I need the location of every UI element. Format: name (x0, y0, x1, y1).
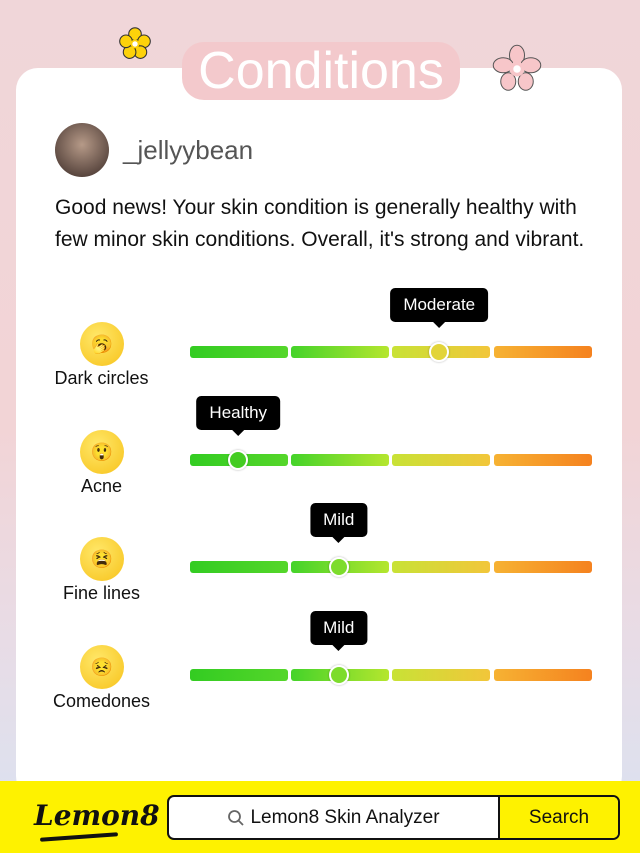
level-segment (494, 454, 592, 466)
condition-row: 😲 Acne Healthy (0, 396, 640, 520)
level-segment (494, 346, 592, 358)
level-segment (190, 561, 288, 573)
search-box[interactable]: Lemon8 Skin Analyzer Search (167, 795, 620, 840)
condition-emoji-icon: 😫 (80, 537, 124, 581)
condition-row: 😫 Fine lines Mild (0, 503, 640, 627)
footer-bar: Lemon8 Lemon8 Skin Analyzer Search (0, 781, 640, 853)
condition-emoji-icon: 🥱 (80, 322, 124, 366)
lemon8-logo: Lemon8 (34, 799, 160, 832)
slider-knob (328, 557, 349, 577)
search-text: Lemon8 Skin Analyzer (250, 806, 440, 828)
level-segment (392, 561, 490, 573)
level-segment (190, 669, 288, 681)
condition-row: 😣 Comedones Mild (0, 611, 640, 735)
status-tooltip: Healthy (196, 396, 281, 436)
level-segment (291, 454, 389, 466)
search-icon (228, 809, 245, 826)
level-segment (494, 669, 592, 681)
slider-knob (328, 665, 349, 685)
yellow-flower-icon (119, 27, 151, 59)
level-segment (494, 561, 592, 573)
search-input[interactable]: Lemon8 Skin Analyzer (169, 797, 500, 838)
condition-slider: Moderate (190, 288, 592, 362)
level-segment (291, 346, 389, 358)
condition-emoji-icon: 😣 (80, 645, 124, 689)
condition-label: Comedones (52, 691, 151, 711)
status-tooltip: Mild (310, 611, 368, 651)
summary-text: Good news! Your skin condition is genera… (55, 196, 585, 251)
pink-flower-icon (492, 44, 542, 91)
level-segment (392, 669, 490, 681)
status-tooltip: Mild (310, 503, 368, 543)
level-segment (190, 346, 288, 358)
level-segment (392, 454, 490, 466)
condition-label: Acne (80, 476, 123, 496)
condition-label: Fine lines (62, 583, 141, 603)
slider-knob (228, 450, 249, 470)
condition-emoji-icon: 😲 (80, 430, 124, 474)
status-tooltip: Moderate (390, 288, 489, 328)
avatar[interactable] (55, 123, 109, 177)
user-header: _jellyybean (55, 123, 253, 177)
logo-underline (39, 832, 119, 842)
slider-knob (429, 342, 450, 362)
condition-slider: Mild (190, 611, 592, 685)
page-title: Conditions (182, 42, 460, 100)
condition-slider: Healthy (190, 396, 592, 470)
username[interactable]: _jellyybean (123, 134, 254, 165)
search-button[interactable]: Search (500, 797, 618, 838)
condition-row: 🥱 Dark circles Moderate (0, 288, 640, 412)
condition-label: Dark circles (54, 368, 149, 388)
condition-slider: Mild (190, 503, 592, 577)
